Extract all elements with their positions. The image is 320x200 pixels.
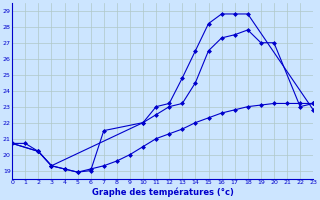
X-axis label: Graphe des températures (°c): Graphe des températures (°c) [92,188,234,197]
